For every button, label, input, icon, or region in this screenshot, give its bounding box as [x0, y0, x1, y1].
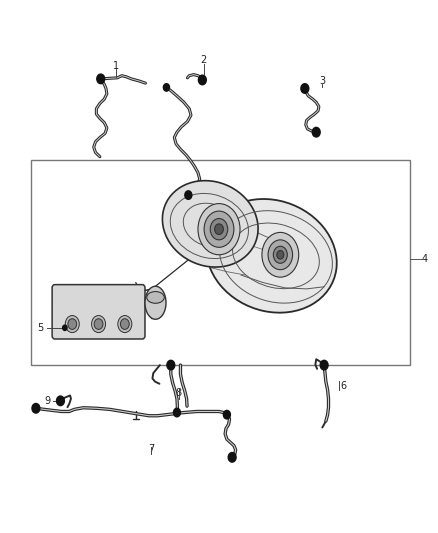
Circle shape	[167, 360, 175, 370]
Circle shape	[185, 191, 192, 199]
Text: 6: 6	[341, 381, 347, 391]
Circle shape	[65, 316, 79, 333]
Circle shape	[312, 127, 320, 137]
Text: 4: 4	[422, 254, 428, 263]
Circle shape	[32, 403, 40, 413]
Ellipse shape	[145, 286, 166, 319]
Circle shape	[118, 316, 132, 333]
Circle shape	[273, 246, 287, 263]
Circle shape	[57, 396, 64, 406]
Circle shape	[94, 319, 103, 329]
Text: 9: 9	[44, 396, 50, 406]
Circle shape	[215, 224, 223, 235]
Text: 3: 3	[319, 76, 325, 86]
Circle shape	[198, 75, 206, 85]
Circle shape	[63, 325, 67, 330]
Ellipse shape	[147, 292, 164, 303]
Text: 8: 8	[176, 389, 182, 398]
Circle shape	[204, 211, 234, 247]
Circle shape	[92, 316, 106, 333]
Bar	[31, 160, 410, 365]
Circle shape	[320, 360, 328, 370]
Text: 2: 2	[201, 55, 207, 65]
Circle shape	[198, 204, 240, 255]
Circle shape	[268, 240, 293, 270]
Circle shape	[163, 84, 170, 91]
Ellipse shape	[206, 199, 337, 313]
Text: 5: 5	[38, 323, 44, 333]
Circle shape	[173, 408, 180, 417]
Circle shape	[277, 251, 284, 259]
Ellipse shape	[162, 181, 258, 267]
Circle shape	[228, 453, 236, 462]
Circle shape	[68, 319, 77, 329]
Text: 1: 1	[113, 61, 119, 70]
Circle shape	[210, 219, 228, 240]
Text: 7: 7	[148, 444, 154, 454]
Circle shape	[301, 84, 309, 93]
Circle shape	[224, 411, 230, 418]
Circle shape	[120, 319, 129, 329]
FancyBboxPatch shape	[52, 285, 145, 339]
Circle shape	[223, 410, 230, 419]
Circle shape	[97, 74, 105, 84]
Circle shape	[58, 398, 63, 403]
Circle shape	[262, 232, 299, 277]
